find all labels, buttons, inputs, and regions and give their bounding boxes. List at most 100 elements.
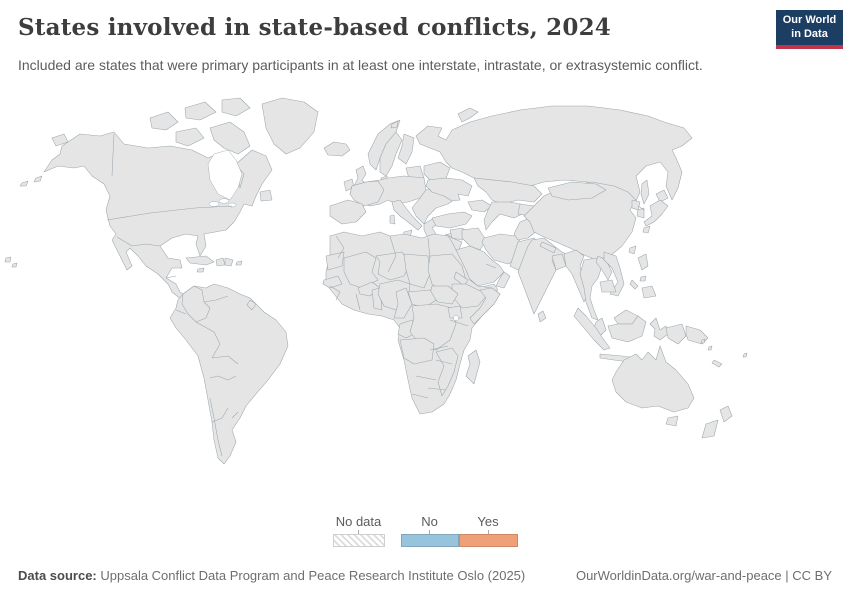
country-iberia[interactable]	[329, 199, 367, 225]
country-sweden[interactable]	[379, 131, 403, 177]
choropleth-svg	[4, 97, 748, 465]
country-philippines-visayas[interactable]	[639, 275, 647, 282]
country-jamaica[interactable]	[196, 267, 205, 273]
country-iceland[interactable]	[323, 141, 351, 157]
country-kazakhstan[interactable]	[473, 177, 543, 205]
legend-item-no-data[interactable]: No data	[332, 514, 385, 547]
owid-logo[interactable]: Our World in Data	[776, 10, 843, 49]
data-source: Data source: Uppsala Conflict Data Progr…	[18, 568, 525, 583]
country-hawaii[interactable]	[11, 262, 18, 268]
country-cameroon[interactable]	[393, 287, 413, 319]
country-arctic-islands[interactable]	[175, 127, 205, 147]
country-papua-new-guinea[interactable]	[685, 325, 709, 345]
page-title: States involved in state-based conflicts…	[18, 14, 611, 41]
legend-item-no[interactable]: No	[400, 514, 459, 547]
country-mongolia[interactable]	[547, 181, 607, 201]
country-arctic-islands[interactable]	[209, 121, 251, 155]
country-sakhalin[interactable]	[640, 179, 650, 205]
country-sardinia[interactable]	[389, 214, 396, 225]
country-north-america[interactable]	[43, 131, 273, 301]
country-pacific-islands[interactable]	[742, 352, 748, 358]
legend-swatch-no	[400, 534, 459, 547]
page-subtitle: Included are states that were primary pa…	[18, 57, 703, 73]
country-novaya-zemlya[interactable]	[457, 107, 479, 123]
country-oman[interactable]	[495, 271, 511, 289]
country-new-zealand-south[interactable]	[701, 419, 719, 439]
country-chad[interactable]	[403, 253, 431, 289]
legend-label-no-data: No data	[335, 514, 382, 529]
country-indonesia-sulawesi[interactable]	[649, 317, 669, 341]
country-indonesia-sumatra[interactable]	[573, 307, 611, 351]
country-italy[interactable]	[391, 199, 423, 231]
country-belarus[interactable]	[423, 161, 451, 181]
country-haiti[interactable]	[215, 257, 226, 267]
country-cambodia[interactable]	[599, 279, 617, 293]
country-hawaii[interactable]	[4, 256, 12, 263]
country-sri-lanka[interactable]	[537, 310, 547, 323]
country-north-korea[interactable]	[631, 199, 641, 211]
water-bodies	[207, 149, 459, 321]
country-arctic-islands[interactable]	[149, 111, 179, 131]
country-indonesia-west-papua[interactable]	[665, 323, 687, 345]
country-french-guiana[interactable]	[246, 299, 257, 311]
legend-swatch-yes	[458, 534, 518, 547]
country-france[interactable]	[349, 180, 385, 207]
country-uganda[interactable]	[447, 305, 463, 319]
country-chukotka-west[interactable]	[51, 133, 69, 147]
country-arctic-islands[interactable]	[184, 101, 217, 121]
country-nepal[interactable]	[539, 241, 557, 254]
country-pacific-islands[interactable]	[707, 345, 713, 351]
owid-logo-line2: in Data	[791, 27, 828, 40]
data-source-text: Uppsala Conflict Data Program and Peace …	[96, 568, 526, 583]
country-greenland[interactable]	[261, 97, 319, 155]
country-australia[interactable]	[611, 345, 695, 413]
country-vietnam[interactable]	[603, 251, 625, 297]
country-dominican-republic[interactable]	[224, 257, 234, 267]
country-senegal[interactable]	[322, 275, 343, 289]
country-turkey[interactable]	[431, 211, 473, 229]
country-arctic-islands[interactable]	[221, 97, 251, 117]
country-new-zealand-north[interactable]	[719, 405, 733, 423]
country-caucasus[interactable]	[467, 199, 493, 213]
country-angola[interactable]	[399, 337, 435, 365]
legend-label-yes: Yes	[477, 514, 499, 529]
country-indonesia-kalimantan[interactable]	[607, 315, 647, 343]
country-somalia[interactable]	[469, 287, 501, 325]
country-madagascar[interactable]	[465, 349, 481, 385]
country-pacific-islands[interactable]	[700, 338, 706, 344]
country-japan[interactable]	[643, 199, 669, 227]
country-aleutians[interactable]	[33, 175, 43, 183]
country-finland[interactable]	[397, 133, 415, 165]
country-philippines-luzon[interactable]	[637, 253, 649, 271]
country-newfoundland[interactable]	[259, 189, 273, 202]
country-cuba[interactable]	[185, 255, 215, 266]
country-mozambique[interactable]	[435, 347, 459, 397]
country-central-asia-south[interactable]	[483, 201, 527, 231]
world-map[interactable]	[0, 88, 850, 513]
country-tasmania[interactable]	[665, 415, 679, 427]
country-south-america[interactable]	[169, 283, 289, 465]
owid-link[interactable]: OurWorldinData.org/war-and-peace | CC BY	[575, 568, 832, 583]
country-japan[interactable]	[642, 225, 651, 234]
legend-tick	[487, 530, 489, 534]
country-svalbard[interactable]	[390, 120, 399, 129]
legend-tick	[358, 530, 359, 534]
country-colombia[interactable]	[181, 285, 211, 323]
country-western-sahara[interactable]	[325, 251, 345, 271]
country-taiwan[interactable]	[628, 245, 637, 255]
country-china[interactable]	[523, 181, 637, 261]
country-aleutians[interactable]	[19, 180, 29, 187]
country-japan[interactable]	[655, 189, 669, 203]
country-philippines-mindanao[interactable]	[641, 285, 657, 299]
legend-item-yes[interactable]: Yes	[458, 514, 518, 547]
country-niger[interactable]	[375, 251, 411, 281]
country-philippines-palawan[interactable]	[629, 279, 639, 290]
legend-swatch-no-data	[332, 534, 385, 547]
country-iraq[interactable]	[461, 227, 487, 251]
country-mali[interactable]	[343, 251, 379, 289]
country-new-caledonia[interactable]	[711, 359, 723, 368]
country-puerto-rico[interactable]	[235, 260, 243, 266]
country-borders	[106, 133, 645, 457]
country-ukraine[interactable]	[425, 177, 473, 202]
